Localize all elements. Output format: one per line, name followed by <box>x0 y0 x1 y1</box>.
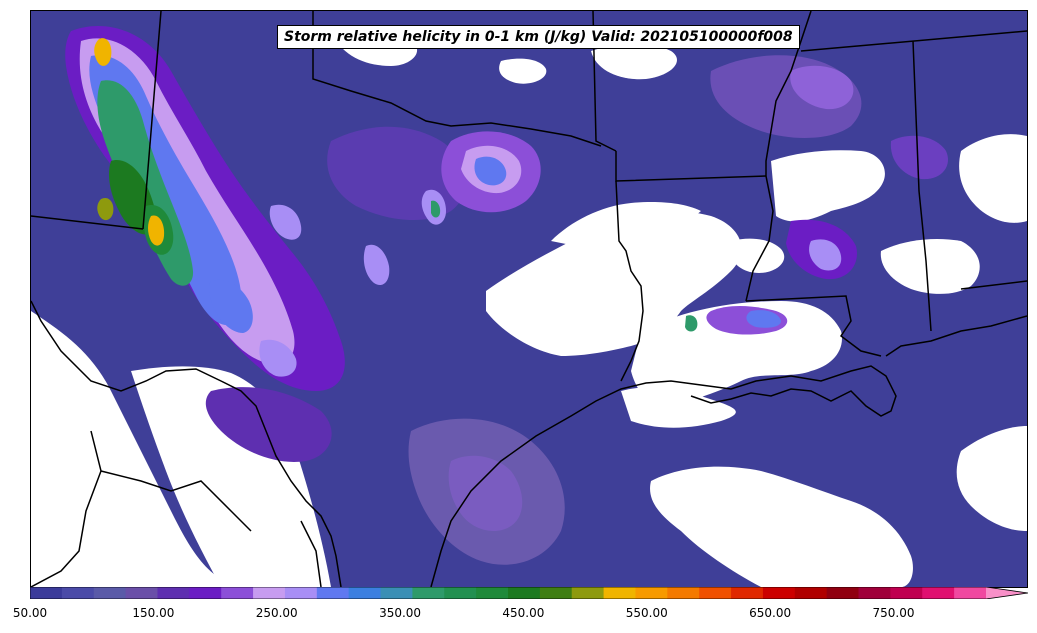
colorbar-segment <box>476 587 509 599</box>
mexico-state-border-3 <box>300 520 322 587</box>
colorbar-tick-label: 250.00 <box>255 606 298 620</box>
colorbar-tick-label: 450.00 <box>502 606 545 620</box>
state-border-ar-ms <box>745 11 812 302</box>
colorbar-segment <box>922 587 955 599</box>
state-border-la-ms <box>745 295 882 357</box>
colorbar-segment <box>444 587 477 599</box>
colorbar-segment <box>858 587 891 599</box>
state-border-az-nm <box>31 215 144 230</box>
colorbar-tick-label: 750.00 <box>872 606 915 620</box>
colorbar-segment <box>539 587 573 599</box>
colorbar-segment <box>826 587 860 599</box>
colorbar-segment <box>125 587 159 599</box>
colorbar-labels: 50.00 150.00 250.00 350.00 450.00 550.00 650.0… <box>0 606 1037 626</box>
colorbar-tick-label: 50.00 <box>12 606 48 620</box>
mexico-state-border-1 <box>31 430 102 587</box>
colorbar-tick-label: 650.00 <box>749 606 792 620</box>
colorbar-segment <box>890 587 923 599</box>
mexico-state-border-2 <box>100 470 252 532</box>
colorbar <box>30 587 1028 599</box>
colorbar-segment <box>61 587 95 599</box>
colorbar-segment <box>253 587 286 599</box>
colorbar-segment <box>731 587 764 599</box>
state-border-al-fl <box>960 280 1027 290</box>
state-border-ms-al <box>912 40 932 332</box>
colorbar-segment <box>316 587 350 599</box>
colorbar-segment <box>30 587 63 599</box>
colorbar-segment <box>508 587 541 599</box>
colorbar-segment <box>635 587 668 599</box>
colorbar-segment <box>284 587 318 599</box>
colorbar-tick-label: 350.00 <box>379 606 422 620</box>
colorbar-segment <box>93 587 127 599</box>
state-border-nm-tx <box>142 11 162 230</box>
colorbar-tick-label: 550.00 <box>625 606 668 620</box>
colorbar-segment <box>762 587 796 599</box>
colorbar-segment <box>189 587 222 599</box>
secondary-helicity-patches <box>269 131 842 335</box>
colorbar-segment <box>699 587 732 599</box>
helicity-map <box>31 11 1027 587</box>
colorbar-outline <box>30 587 1028 599</box>
colorbar-segment <box>794 587 828 599</box>
state-border-ok-panhandle <box>312 11 602 147</box>
map-title: Storm relative helicity in 0-1 km (J/kg)… <box>284 29 793 45</box>
coastline-gulf <box>430 365 897 587</box>
colorbar-segment <box>157 587 190 599</box>
colorbar-segment <box>348 587 382 599</box>
state-border-ok-ar <box>592 11 617 152</box>
colorbar-segment <box>221 587 254 599</box>
state-border-ok-ks <box>800 30 1027 52</box>
colorbar-segment <box>667 587 700 599</box>
moderate-helicity-areas <box>205 55 949 565</box>
map-title-box: Storm relative helicity in 0-1 km (J/kg)… <box>277 25 800 49</box>
coastline-east <box>885 315 1027 357</box>
us-mexico-border <box>31 300 342 587</box>
colorbar-segment <box>412 587 445 599</box>
colorbar-extend-arrow <box>986 587 1028 599</box>
high-helicity-band <box>65 25 345 391</box>
colorbar-segment <box>954 587 987 599</box>
geographic-boundaries <box>31 11 1027 587</box>
colorbar-segment <box>571 587 605 599</box>
colorbar-segment <box>603 587 637 599</box>
colorbar-tick-label: 150.00 <box>132 606 175 620</box>
map-panel: Storm relative helicity in 0-1 km (J/kg)… <box>30 10 1028 588</box>
state-border-tx-la <box>615 180 644 382</box>
colorbar-segment <box>380 587 413 599</box>
